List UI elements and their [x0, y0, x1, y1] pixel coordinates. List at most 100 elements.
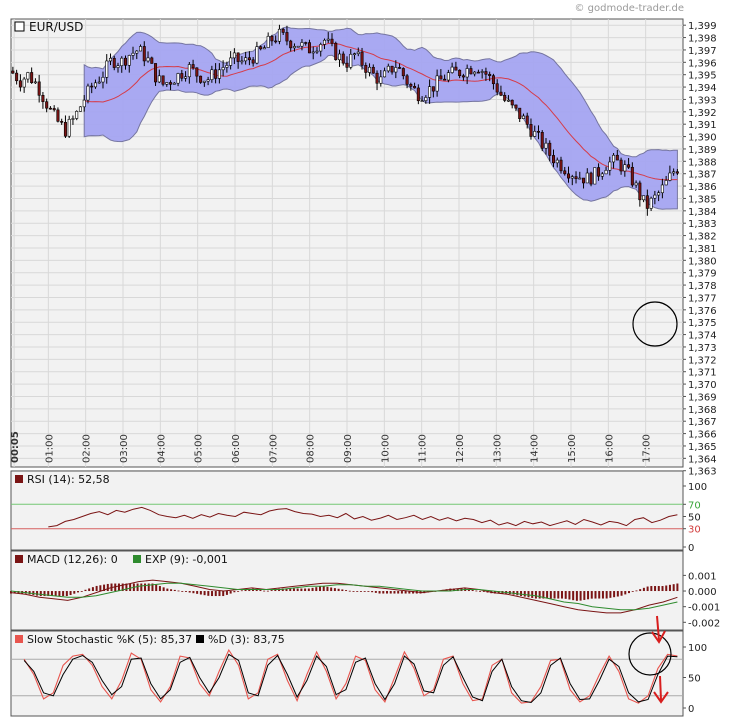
candle-body [570, 176, 574, 179]
candle-body [446, 72, 450, 81]
candle-body [668, 172, 672, 181]
highlight-circle [632, 301, 678, 347]
time-tick-label: 08:00 [306, 434, 317, 463]
candle-body [484, 71, 488, 75]
price-tick-label: 1,386 [688, 182, 717, 193]
candle-body [405, 75, 409, 85]
stochastic-highlight-circle [628, 632, 672, 676]
macd-histogram-bar [371, 591, 374, 593]
candle-body [612, 154, 616, 163]
candle-body [540, 132, 544, 149]
candle-body [165, 82, 169, 85]
candle-body [495, 83, 499, 93]
macd-histogram-bar [330, 587, 333, 592]
candle-body [600, 173, 604, 177]
macd-histogram-bar [39, 591, 42, 597]
macd-histogram-bar [594, 591, 597, 599]
candle-body [375, 72, 379, 84]
candle-body [458, 69, 462, 77]
candle-body [469, 68, 473, 75]
macd-histogram-bar [77, 591, 80, 593]
price-tick-label: 1,368 [688, 405, 717, 416]
candle-body [191, 64, 195, 69]
candle-body [401, 68, 405, 77]
time-tick-label: 13:00 [492, 434, 503, 463]
candle-body [597, 167, 601, 177]
candle-body [364, 65, 368, 73]
candle-body [409, 83, 413, 87]
macd-histogram-bar [609, 591, 612, 598]
candle-body [266, 35, 270, 48]
macd-legend-swatch [15, 555, 23, 563]
candle-body [480, 71, 484, 73]
candle-body [330, 38, 334, 44]
price-tick-label: 1,393 [688, 95, 717, 106]
candle-body [180, 73, 184, 79]
candle-body [195, 67, 199, 77]
time-tick-label: 04:00 [156, 434, 167, 463]
macd-histogram-bar [255, 589, 258, 592]
candle-body [199, 75, 203, 83]
candle-body [161, 75, 165, 85]
candle-body [11, 70, 15, 74]
macd-histogram-bar [654, 586, 657, 592]
stochastic-d-legend-swatch [196, 635, 204, 643]
candle-body [638, 182, 642, 201]
macd-histogram-bar [631, 591, 634, 592]
price-tick-label: 1,383 [688, 219, 717, 230]
macd-histogram-bar [601, 591, 604, 599]
candle-body [326, 38, 330, 41]
macd-histogram-bar [367, 591, 370, 592]
macd-histogram-bar [359, 591, 362, 592]
macd-histogram-bar [166, 588, 169, 592]
macd-histogram-bar [319, 586, 322, 592]
candle-body [589, 172, 593, 185]
macd-histogram-bar [99, 585, 102, 592]
macd-histogram-bar [207, 591, 210, 596]
macd-histogram-bar [639, 589, 642, 592]
candle-body [593, 167, 597, 185]
price-title: EUR/USD [29, 20, 83, 34]
macd-histogram-bar [237, 590, 240, 592]
candle-body [93, 82, 97, 88]
macd-signal-line [10, 582, 678, 611]
candle-body [473, 71, 477, 75]
candle-body [45, 101, 49, 109]
macd-histogram-bar [493, 591, 496, 594]
macd-histogram-bar [173, 589, 176, 592]
time-tick-label: 06:00 [231, 434, 242, 463]
candle-body [63, 122, 67, 137]
macd-histogram-bar [374, 591, 377, 593]
candle-body [48, 107, 52, 110]
candle-body [529, 124, 533, 137]
macd-histogram-bar [393, 591, 396, 594]
macd-histogram-bar [311, 587, 314, 592]
candle-body [608, 161, 612, 171]
macd-histogram-bar [144, 583, 147, 592]
candle-body [120, 57, 124, 67]
macd-histogram-bar [404, 591, 407, 594]
candle-body [353, 53, 357, 55]
candle-body [67, 118, 71, 137]
red-arrow-shaft [659, 675, 662, 701]
macd-histogram-bar [43, 591, 46, 597]
candle-body [506, 99, 510, 102]
candle-body [623, 164, 627, 172]
macd-histogram-bar [248, 589, 251, 592]
candle-body [349, 53, 353, 68]
macd-histogram-bar [467, 589, 470, 592]
candle-body [101, 76, 105, 83]
candle-body [139, 46, 143, 52]
macd-histogram-bar [516, 591, 519, 596]
candle-body [514, 104, 518, 109]
macd-histogram-bar [84, 589, 87, 592]
macd-histogram-bar [549, 591, 552, 599]
candle-body [255, 46, 259, 64]
candle-body [52, 108, 56, 111]
time-tick-label: 10:00 [380, 434, 391, 463]
candle-body [307, 42, 311, 54]
price-tick-label: 1,363 [688, 467, 717, 478]
candle-body [653, 194, 657, 199]
macd-histogram-bar [531, 591, 534, 598]
